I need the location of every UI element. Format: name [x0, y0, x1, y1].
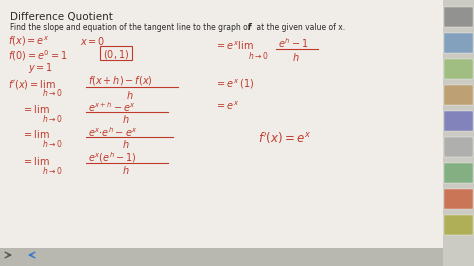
Text: $e^{x+h} - e^x$: $e^{x+h} - e^x$: [88, 100, 136, 114]
Text: $e^h-1$: $e^h-1$: [278, 36, 308, 50]
FancyBboxPatch shape: [444, 33, 473, 53]
Text: $f'(x)= \lim$: $f'(x)= \lim$: [8, 78, 56, 91]
Text: Find the slope and equation of the tangent line to the graph of: Find the slope and equation of the tange…: [10, 23, 253, 32]
Text: $e^x{\cdot}e^h - e^x$: $e^x{\cdot}e^h - e^x$: [88, 125, 137, 139]
FancyBboxPatch shape: [443, 0, 474, 266]
Text: $h$: $h$: [126, 89, 134, 101]
Text: $h$: $h$: [122, 113, 129, 125]
Text: $h{\to}0$: $h{\to}0$: [42, 113, 63, 124]
FancyBboxPatch shape: [0, 248, 443, 266]
Text: Difference Quotient: Difference Quotient: [10, 12, 113, 22]
FancyBboxPatch shape: [444, 111, 473, 131]
Text: $h$: $h$: [292, 51, 300, 63]
Text: $h{\to}0$: $h{\to}0$: [248, 50, 269, 61]
Text: $f'(x)= e^x$: $f'(x)= e^x$: [258, 130, 311, 146]
Text: $e^x(e^h-1)$: $e^x(e^h-1)$: [88, 150, 137, 165]
Text: $= e^x\,(1)$: $= e^x\,(1)$: [215, 78, 255, 92]
Text: $= \lim$: $= \lim$: [22, 103, 50, 115]
Text: $h{\to}0$: $h{\to}0$: [42, 138, 63, 149]
FancyBboxPatch shape: [444, 7, 473, 27]
Text: $f(x+h)-f(x)$: $f(x+h)-f(x)$: [88, 74, 153, 87]
Text: $f(0)= e^0 = 1$: $f(0)= e^0 = 1$: [8, 48, 68, 63]
Text: $h{\to}0$: $h{\to}0$: [42, 87, 63, 98]
Text: $h$: $h$: [122, 164, 129, 176]
Text: $= e^x$: $= e^x$: [215, 100, 239, 113]
FancyBboxPatch shape: [444, 59, 473, 79]
Text: $x=0$: $x=0$: [80, 35, 106, 47]
Text: $= e^x \lim$: $= e^x \lim$: [215, 40, 254, 52]
Text: $= \lim$: $= \lim$: [22, 155, 50, 167]
Text: $= \lim$: $= \lim$: [22, 128, 50, 140]
FancyBboxPatch shape: [444, 215, 473, 235]
Text: $h$: $h$: [122, 138, 129, 150]
FancyBboxPatch shape: [444, 189, 473, 209]
Text: $y=1$: $y=1$: [28, 61, 53, 75]
Text: f: f: [248, 23, 251, 32]
Text: $f(x)= e^x$: $f(x)= e^x$: [8, 35, 49, 48]
Text: at the given value of x.: at the given value of x.: [254, 23, 345, 32]
Text: $(0,1)$: $(0,1)$: [103, 48, 129, 61]
FancyBboxPatch shape: [444, 163, 473, 183]
FancyBboxPatch shape: [444, 137, 473, 157]
FancyBboxPatch shape: [444, 85, 473, 105]
Text: $h{\to}0$: $h{\to}0$: [42, 165, 63, 176]
